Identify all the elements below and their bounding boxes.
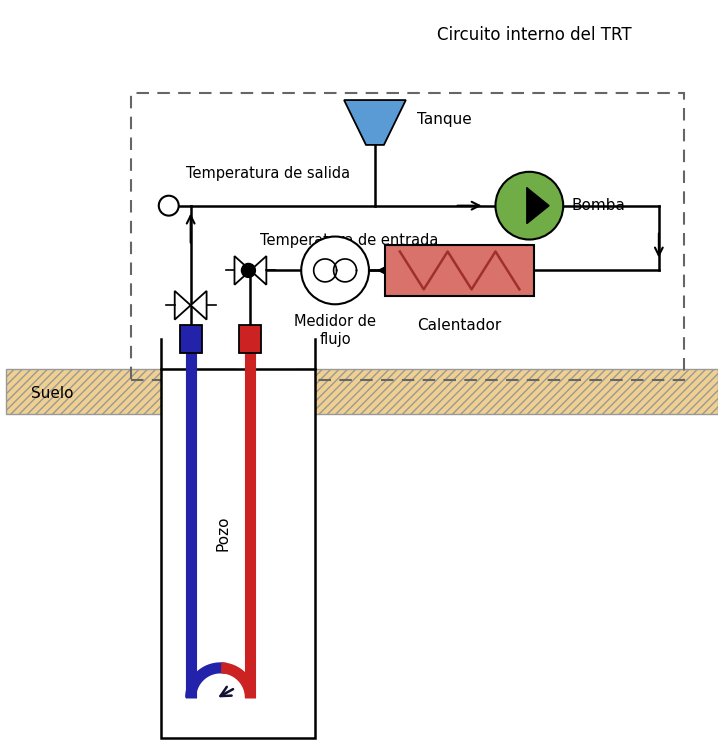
Circle shape xyxy=(495,172,563,240)
Polygon shape xyxy=(250,256,266,285)
Text: Calentador: Calentador xyxy=(418,318,502,333)
Text: Medidor de
flujo: Medidor de flujo xyxy=(294,314,376,347)
Polygon shape xyxy=(234,256,250,285)
Circle shape xyxy=(242,263,255,277)
Polygon shape xyxy=(527,188,549,223)
Polygon shape xyxy=(175,291,191,320)
FancyBboxPatch shape xyxy=(385,244,534,296)
Text: Circuito interno del TRT: Circuito interno del TRT xyxy=(437,26,631,44)
Text: Pozo: Pozo xyxy=(215,516,230,551)
Text: Tanque: Tanque xyxy=(417,112,472,127)
Text: Suelo: Suelo xyxy=(31,387,74,401)
FancyBboxPatch shape xyxy=(180,325,201,353)
Text: Temperatura de entrada: Temperatura de entrada xyxy=(260,234,439,249)
Circle shape xyxy=(159,196,179,216)
FancyBboxPatch shape xyxy=(296,369,718,414)
FancyBboxPatch shape xyxy=(6,369,236,414)
Circle shape xyxy=(301,237,369,305)
FancyBboxPatch shape xyxy=(161,369,315,737)
FancyBboxPatch shape xyxy=(239,325,262,353)
Polygon shape xyxy=(191,291,206,320)
Text: Bomba: Bomba xyxy=(571,198,625,213)
Polygon shape xyxy=(344,100,406,145)
Text: Temperatura de salida: Temperatura de salida xyxy=(186,166,350,181)
